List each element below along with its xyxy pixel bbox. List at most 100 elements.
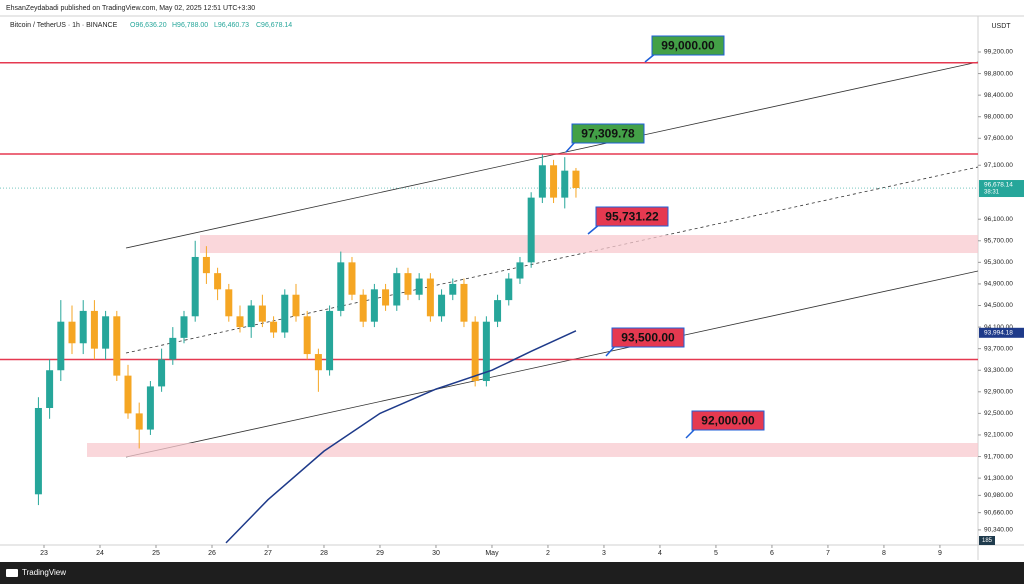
zone [200,235,978,254]
candle-body [135,413,143,430]
channel-midline [125,166,979,354]
y-tick-label: 94,100.00 [984,324,1013,331]
y-tick-label: 97,600.00 [984,135,1013,142]
y-tick-label: 92,100.00 [984,432,1013,439]
candle-body [281,294,289,333]
publisher: EhsanZeydabadi published on TradingView.… [6,5,255,12]
countdown: 38:31 [984,190,1000,196]
candle-body [225,289,233,317]
volume-tag [979,536,995,545]
price-tag [979,180,1024,198]
y-tick-label: 91,700.00 [984,453,1013,460]
x-tick-label: 29 [376,550,384,557]
candle-body [158,359,166,387]
candle-body [202,256,210,274]
candle-body [113,316,121,376]
candle-body [124,375,132,414]
x-tick-label: 2 [546,550,550,557]
zone [87,443,978,457]
candle-body [314,354,322,371]
x-tick-label: 3 [602,550,606,557]
candle-body [572,170,580,189]
x-tick-label: 23 [40,550,48,557]
brand: TradingView [22,568,66,577]
y-tick-label: 95,700.00 [984,237,1013,244]
y-tick-label: 91,300.00 [984,475,1013,482]
candle-body [482,321,490,382]
level-label: 97,309.78 [581,127,635,141]
x-tick-label: 7 [826,550,830,557]
symbol: Bitcoin / TetherUS · 1h · BINANCE [10,22,118,29]
y-tick-label: 93,300.00 [984,367,1013,374]
candle-body [561,170,569,198]
channel-line [125,61,979,249]
price-tag-label: 96,678.14 [984,182,1013,189]
level-label: 95,731.22 [605,210,659,224]
candle-body [415,278,423,295]
y-tick-label: 94,500.00 [984,302,1013,309]
ohlc-value: C96,678.14 [256,22,292,29]
x-tick-label: 8 [882,550,886,557]
candle-body [538,165,546,198]
y-tick-label: 94,900.00 [984,281,1013,288]
candle-body [303,316,311,355]
label-box [571,123,645,144]
candle-body [326,310,334,371]
candle-body [258,305,266,322]
label-box [651,35,725,56]
candle-body [191,256,199,317]
candle-body [527,197,535,263]
candle-body [359,294,367,322]
ma-tag [979,327,1024,338]
y-tick-label: 92,500.00 [984,410,1013,417]
footer [0,562,1024,584]
candle-body [471,321,479,382]
candle-body [292,294,300,317]
x-tick-label: 6 [770,550,774,557]
candle-body [247,305,255,328]
candle-body [382,289,390,306]
candle-body [236,316,244,328]
ohlc-value: O96,636.20 [130,22,167,29]
volume-tag-label: 185 [982,538,993,544]
y-tick-label: 98,400.00 [984,92,1013,99]
level-label: 99,000.00 [661,39,715,53]
label-box [691,410,765,431]
candle-body [438,294,446,317]
candle-body [460,283,468,322]
x-tick-label: 24 [96,550,104,557]
x-tick-label: 28 [320,550,328,557]
x-tick-label: 4 [658,550,662,557]
candle-body [550,165,558,198]
ohlc-value: L96,460.73 [214,22,249,29]
level-label: 93,500.00 [621,331,675,345]
candle-body [516,262,524,279]
candle-body [79,310,87,344]
label-box [595,206,669,227]
candle-body [102,316,110,349]
x-tick-label: 30 [432,550,440,557]
y-tick-label: 98,000.00 [984,113,1013,120]
logo [6,569,18,577]
moving-average [225,330,577,544]
candle-body [146,386,154,430]
y-tick-label: 99,200.00 [984,49,1013,56]
x-tick-label: 27 [264,550,272,557]
x-tick-label: May [485,550,499,557]
x-tick-label: 26 [208,550,216,557]
candle-body [57,321,65,371]
ohlc-value: H96,788.00 [172,22,208,29]
candle-body [270,321,278,333]
channel-line [125,270,979,458]
y-tick-label: 96,100.00 [984,216,1013,223]
x-tick-label: 5 [714,550,718,557]
y-tick-label: 98,800.00 [984,70,1013,77]
candle-body [337,262,345,311]
candle-body [505,278,513,301]
y-tick-label: 90,660.00 [984,509,1013,516]
level-label: 92,000.00 [701,414,755,428]
candle-body [46,370,54,408]
candle-body [214,273,222,290]
y-tick-label: 90,340.00 [984,527,1013,534]
y-tick-label: 93,700.00 [984,345,1013,352]
